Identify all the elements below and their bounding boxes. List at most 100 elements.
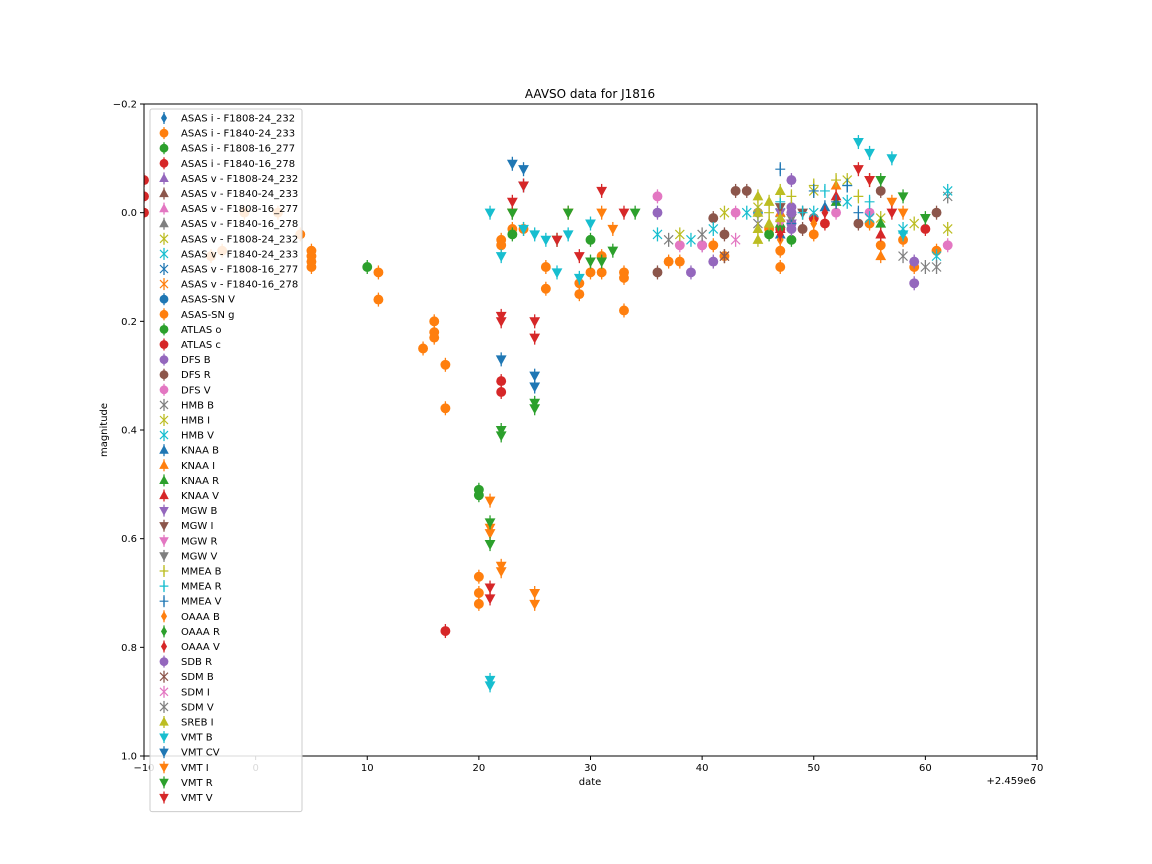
data-point [719, 229, 730, 240]
data-point [875, 217, 887, 228]
legend-label: ASAS i - F1808-16_277 [181, 144, 295, 155]
data-point [484, 583, 496, 594]
data-point [920, 224, 931, 234]
legend-entry: HMB B [159, 398, 214, 411]
series-17 [652, 183, 942, 280]
axes: −10010203040506070−0.20.00.20.40.60.81.0 [113, 100, 1044, 775]
data-point [144, 175, 149, 186]
legend-entry: KNAA R [159, 474, 219, 487]
data-point [518, 181, 529, 192]
legend-entry: DFS V [159, 383, 211, 396]
data-point [562, 208, 574, 219]
data-point [920, 262, 931, 272]
data-point [362, 262, 373, 272]
legend-label: ASAS v - F1840-16_278 [181, 280, 298, 291]
data-point [663, 256, 674, 267]
data-point [573, 252, 585, 262]
legend-entry: HMB I [159, 414, 210, 427]
legend-entry: ASAS i - F1808-24_232 [160, 112, 295, 125]
legend-entry: ASAS i - F1808-16_277 [159, 142, 295, 155]
data-point [875, 240, 886, 251]
legend-label: MMEA R [181, 582, 222, 593]
legend-marker [160, 641, 168, 652]
data-point [440, 626, 451, 636]
data-point [875, 185, 886, 196]
legend-marker [159, 400, 169, 410]
legend-label: HMB V [181, 431, 214, 442]
data-point [529, 230, 541, 241]
data-point [144, 207, 149, 218]
legend-entry: VMT V [159, 791, 213, 804]
data-point [774, 185, 786, 195]
legend-marker [159, 249, 169, 259]
legend-marker [159, 188, 169, 198]
legend-marker [159, 203, 169, 213]
legend-label: ASAS v - F1808-16_277 [181, 265, 298, 276]
x-tick-label: 60 [919, 763, 932, 774]
legend-entry: ASAS v - F1808-24_232 [159, 172, 298, 185]
legend-marker [159, 522, 169, 531]
legend-marker [159, 279, 169, 289]
data-point [551, 268, 563, 279]
data-point [585, 219, 596, 230]
data-point [495, 317, 507, 328]
data-point [506, 159, 518, 170]
data-point [775, 196, 786, 207]
series-38 [730, 232, 741, 247]
legend-label: ATLAS o [181, 325, 221, 336]
data-point [306, 245, 317, 256]
legend-marker [159, 445, 169, 454]
legend-marker [159, 430, 169, 440]
legend-entry: DFS B [159, 353, 211, 366]
data-point [786, 234, 797, 245]
data-point [764, 229, 775, 240]
data-point [752, 190, 764, 201]
legend-box [149, 108, 303, 813]
legend-entry: VMT CV [159, 746, 220, 759]
legend-entry: OAAA R [160, 625, 220, 638]
data-point [663, 234, 674, 245]
data-point [763, 195, 775, 206]
series-37 [719, 249, 730, 264]
data-point [752, 233, 764, 244]
data-point [473, 571, 484, 582]
legend-marker [159, 340, 169, 349]
legend-entry: KNAA V [159, 489, 219, 502]
data-point [864, 148, 875, 159]
legend-marker [159, 264, 169, 274]
legend-marker [159, 702, 169, 712]
data-point [764, 207, 775, 218]
data-point [484, 594, 496, 605]
data-point [674, 229, 685, 240]
data-point [831, 196, 842, 207]
x-tick-label: 50 [807, 763, 820, 774]
data-point [842, 180, 853, 191]
data-point [853, 218, 864, 229]
legend-marker [159, 748, 169, 758]
legend-marker [159, 778, 169, 788]
legend-entry: MMEA R [159, 580, 222, 593]
data-point [540, 235, 552, 246]
legend-label: ASAS-SN V [181, 295, 235, 306]
data-point [652, 191, 663, 202]
legend-label: MMEA B [181, 567, 222, 578]
data-point [853, 207, 864, 218]
data-point [585, 234, 596, 245]
legend-entry: MGW R [159, 534, 217, 547]
legend-label: OAAA R [181, 627, 220, 638]
data-point [686, 234, 696, 245]
data-point [775, 262, 786, 272]
data-point [429, 332, 440, 343]
data-point [931, 262, 942, 272]
legend-label: MGW V [181, 551, 217, 562]
data-point [496, 376, 507, 387]
legend-marker [159, 793, 169, 803]
legend: ASAS i - F1808-24_232 ASAS i - F1840-24_2… [149, 108, 303, 813]
legend-label: MGW B [181, 506, 217, 517]
legend-marker [159, 763, 169, 773]
legend-label: SDB R [181, 657, 212, 668]
legend-entry: ATLAS o [159, 323, 221, 336]
legend-marker [159, 490, 169, 500]
data-point [708, 240, 719, 251]
data-point [776, 228, 784, 241]
